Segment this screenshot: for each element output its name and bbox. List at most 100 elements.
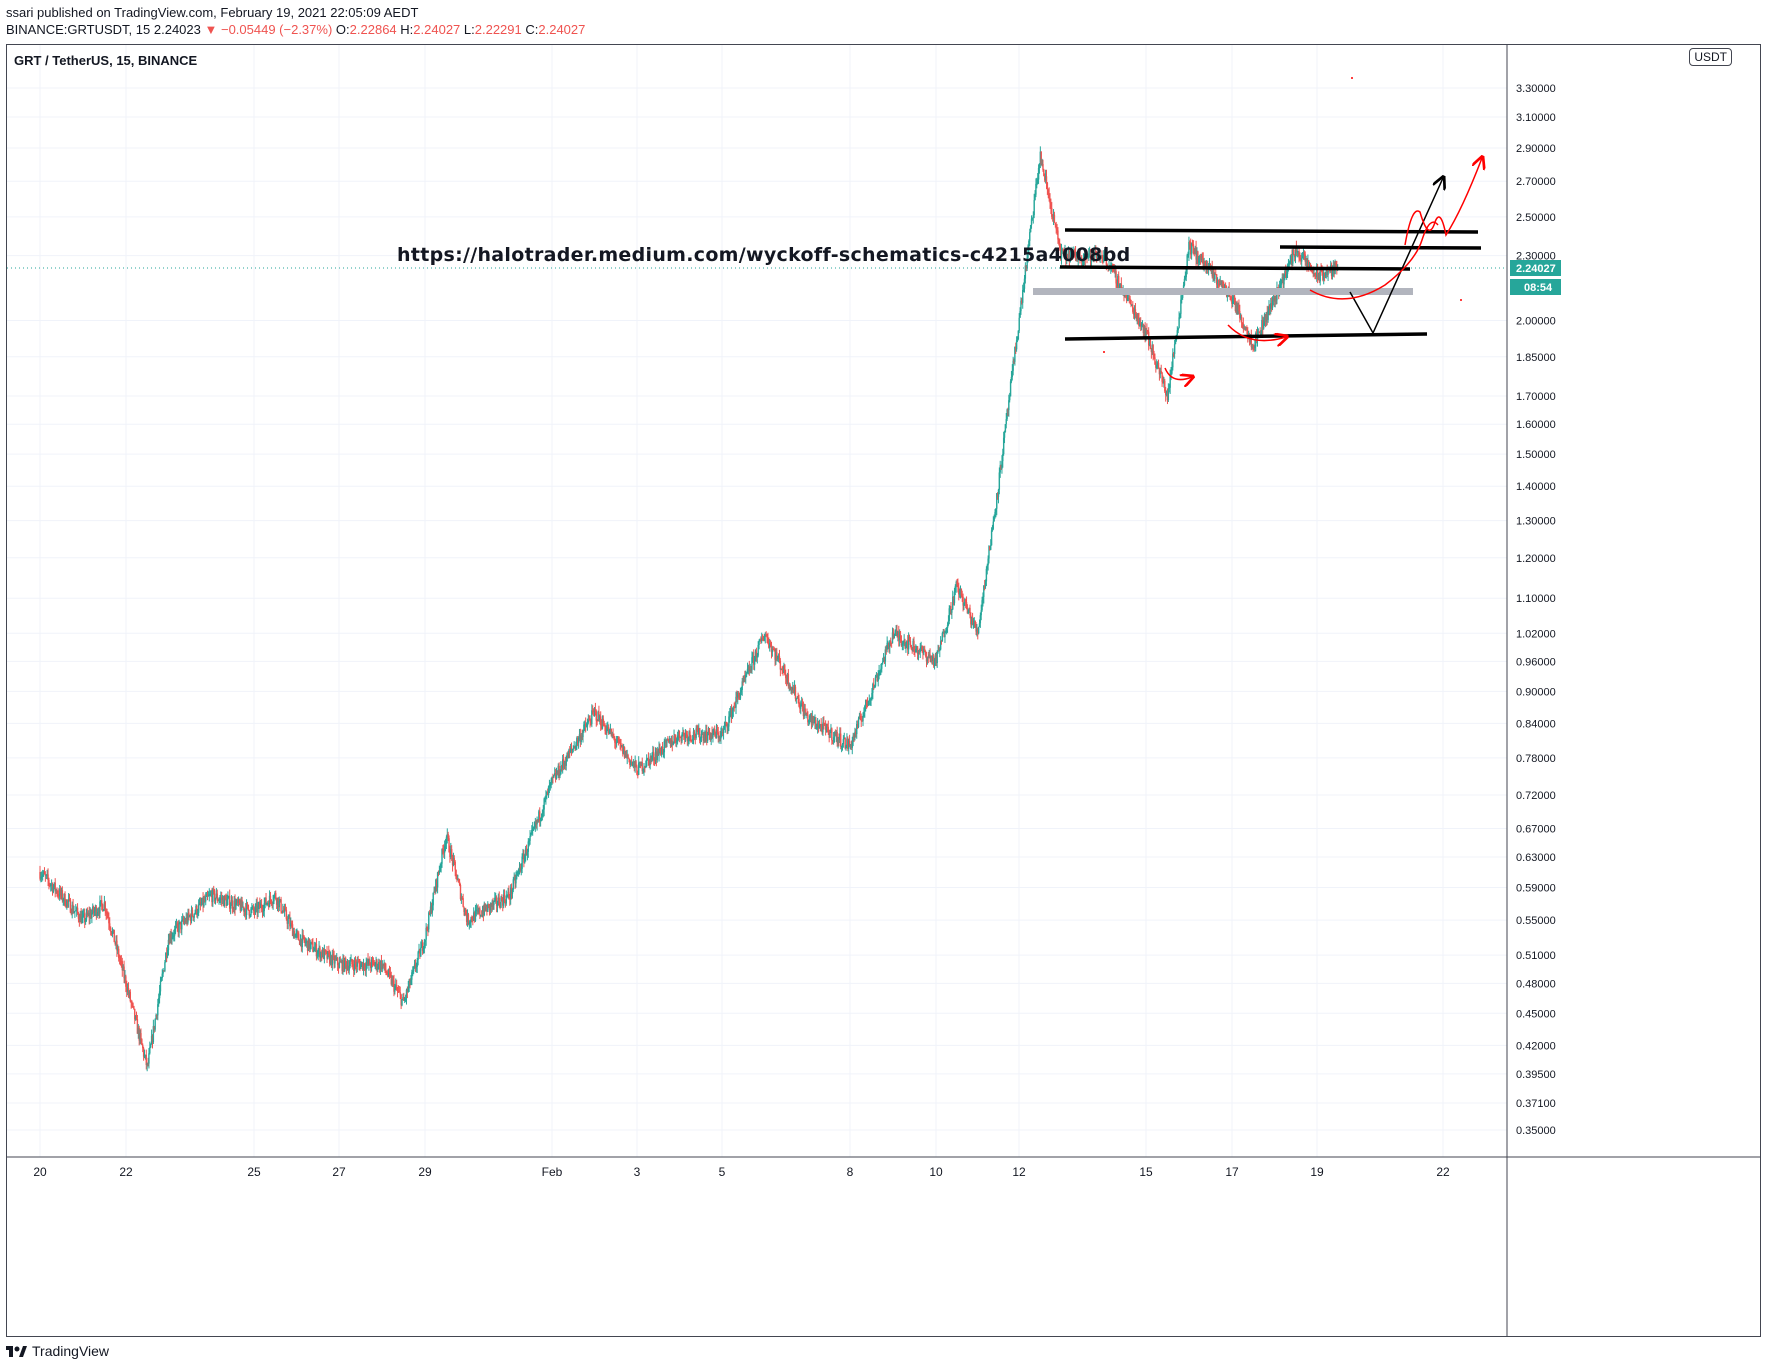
candle-up — [102, 909, 105, 912]
candle-down — [358, 961, 360, 964]
candle-up — [524, 848, 527, 856]
candle-down — [996, 493, 999, 497]
candle-up — [395, 985, 397, 987]
candle-up — [181, 918, 184, 921]
candle-up — [317, 950, 319, 954]
candle-down — [44, 874, 47, 876]
candle-down — [904, 640, 906, 648]
candle-up — [1156, 365, 1158, 368]
candle-up — [273, 895, 275, 902]
candle-down — [131, 1002, 133, 1004]
candle-up — [638, 762, 641, 764]
candle-down — [1282, 277, 1284, 285]
candle-up — [288, 917, 290, 919]
candle-down — [702, 733, 704, 741]
candle-up — [314, 943, 317, 949]
candle-up — [260, 904, 262, 909]
candle-up — [872, 684, 874, 694]
candle-up — [175, 923, 178, 927]
time-tick-label: 29 — [418, 1165, 432, 1179]
candle-up — [954, 586, 957, 593]
candle-down — [898, 632, 900, 641]
candle-down — [678, 730, 681, 738]
candle-up — [1260, 333, 1262, 335]
candle-down — [1044, 176, 1046, 181]
candle-down — [592, 711, 595, 713]
candle-down — [1202, 258, 1204, 268]
candle-down — [142, 1048, 145, 1057]
candle-down — [848, 741, 851, 746]
candle-down — [285, 909, 288, 919]
candle-down — [943, 632, 945, 638]
candle-down — [614, 738, 616, 743]
chart-frame[interactable] — [6, 44, 1761, 1337]
candle-down — [653, 751, 655, 760]
time-tick-label: 5 — [719, 1165, 726, 1179]
candle-down — [778, 656, 781, 661]
candle-up — [948, 608, 950, 621]
candle-up — [786, 673, 789, 683]
candle-up — [1010, 376, 1013, 382]
candle-up — [178, 922, 180, 933]
candle-down — [694, 736, 696, 738]
candle-down — [1000, 465, 1002, 469]
candle-down — [47, 874, 49, 880]
candle-down — [456, 878, 458, 881]
candle-down — [1213, 269, 1215, 280]
tradingview-logo[interactable]: TradingView — [6, 1343, 109, 1359]
candle-up — [450, 849, 452, 858]
candle-up — [404, 998, 407, 1000]
candle-up — [995, 508, 997, 513]
candle-up — [1027, 246, 1029, 258]
candle-down — [772, 648, 774, 650]
candle-up — [1024, 265, 1027, 279]
candle-down — [911, 649, 913, 651]
price-axis[interactable]: 3.300003.100002.900002.700002.500002.300… — [1516, 83, 1556, 1137]
candle-up — [1148, 344, 1151, 346]
candle-up — [299, 938, 302, 945]
candle-down — [1084, 254, 1086, 259]
time-axis[interactable]: 20 22 25 27 29 Feb 3 5 8 10 12 15 17 19 22 — [33, 1165, 1450, 1179]
candle-up — [365, 963, 367, 971]
candle-down — [109, 927, 112, 932]
candle-up — [559, 774, 561, 776]
candle-down — [191, 909, 194, 917]
candle-up — [654, 753, 657, 761]
candle-down — [284, 908, 287, 910]
candle-down — [840, 733, 842, 747]
candle-down — [844, 737, 846, 749]
candle-up — [264, 897, 266, 904]
candle-up — [569, 748, 572, 752]
currency-badge[interactable]: USDT — [1689, 48, 1732, 66]
candle-up — [1140, 324, 1143, 327]
candle-up — [585, 726, 588, 728]
candle-down — [648, 759, 651, 766]
candle-up — [646, 757, 649, 759]
candle-down — [503, 894, 506, 901]
candle-up — [1254, 346, 1256, 348]
candle-down — [487, 904, 490, 906]
candle-up — [356, 961, 359, 967]
candle-down — [909, 640, 912, 645]
countdown-tag-text: 08:54 — [1524, 282, 1553, 294]
candle-down — [369, 959, 371, 966]
candle-up — [608, 729, 611, 734]
countdown-tag — [1510, 279, 1561, 295]
candle-up — [771, 648, 774, 653]
candle-up — [181, 920, 183, 930]
candle-down — [504, 900, 507, 904]
candle-down — [501, 897, 503, 900]
candle-down — [465, 909, 467, 915]
candle-up — [1052, 214, 1055, 219]
candle-down — [693, 731, 696, 737]
candle-down — [931, 657, 933, 661]
candle-up — [435, 879, 437, 892]
candle-down — [952, 596, 955, 604]
candle-up — [412, 970, 414, 973]
candle-down — [104, 902, 106, 912]
price-tick-label: 0.39500 — [1516, 1069, 1556, 1081]
candle-down — [965, 602, 968, 608]
candle-down — [890, 640, 892, 643]
candle-up — [506, 895, 508, 897]
